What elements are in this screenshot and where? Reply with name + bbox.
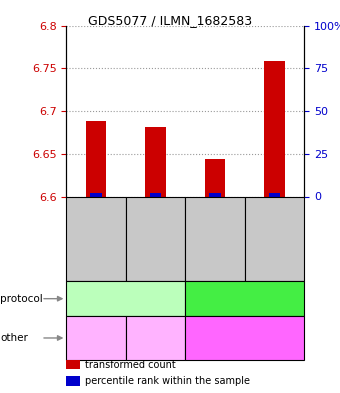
Bar <box>205 159 225 196</box>
Text: GSM1071454: GSM1071454 <box>210 214 220 264</box>
Bar <box>86 121 106 196</box>
Text: percentile rank within the sample: percentile rank within the sample <box>85 376 250 386</box>
Text: TMEM88 depletion: TMEM88 depletion <box>81 294 171 304</box>
Text: other: other <box>0 333 28 343</box>
Text: control: control <box>228 294 262 304</box>
Text: GSM1071456: GSM1071456 <box>151 214 160 264</box>
Bar <box>269 193 280 196</box>
Bar <box>90 193 102 196</box>
Text: GSM1071457: GSM1071457 <box>91 214 101 264</box>
Text: GDS5077 / ILMN_1682583: GDS5077 / ILMN_1682583 <box>88 14 252 27</box>
Bar <box>264 61 285 196</box>
Text: transformed count: transformed count <box>85 360 176 370</box>
Text: protocol: protocol <box>0 294 43 304</box>
Bar <box>209 193 221 196</box>
Text: shRNA for
first exon
of TMEM88: shRNA for first exon of TMEM88 <box>75 323 117 353</box>
Text: GSM1071455: GSM1071455 <box>270 214 279 264</box>
Bar <box>150 193 161 196</box>
Text: non-targetting
shRNA: non-targetting shRNA <box>217 328 273 348</box>
Bar <box>145 127 166 196</box>
Text: shRNA for
3'UTR of
TMEM88: shRNA for 3'UTR of TMEM88 <box>136 323 175 353</box>
